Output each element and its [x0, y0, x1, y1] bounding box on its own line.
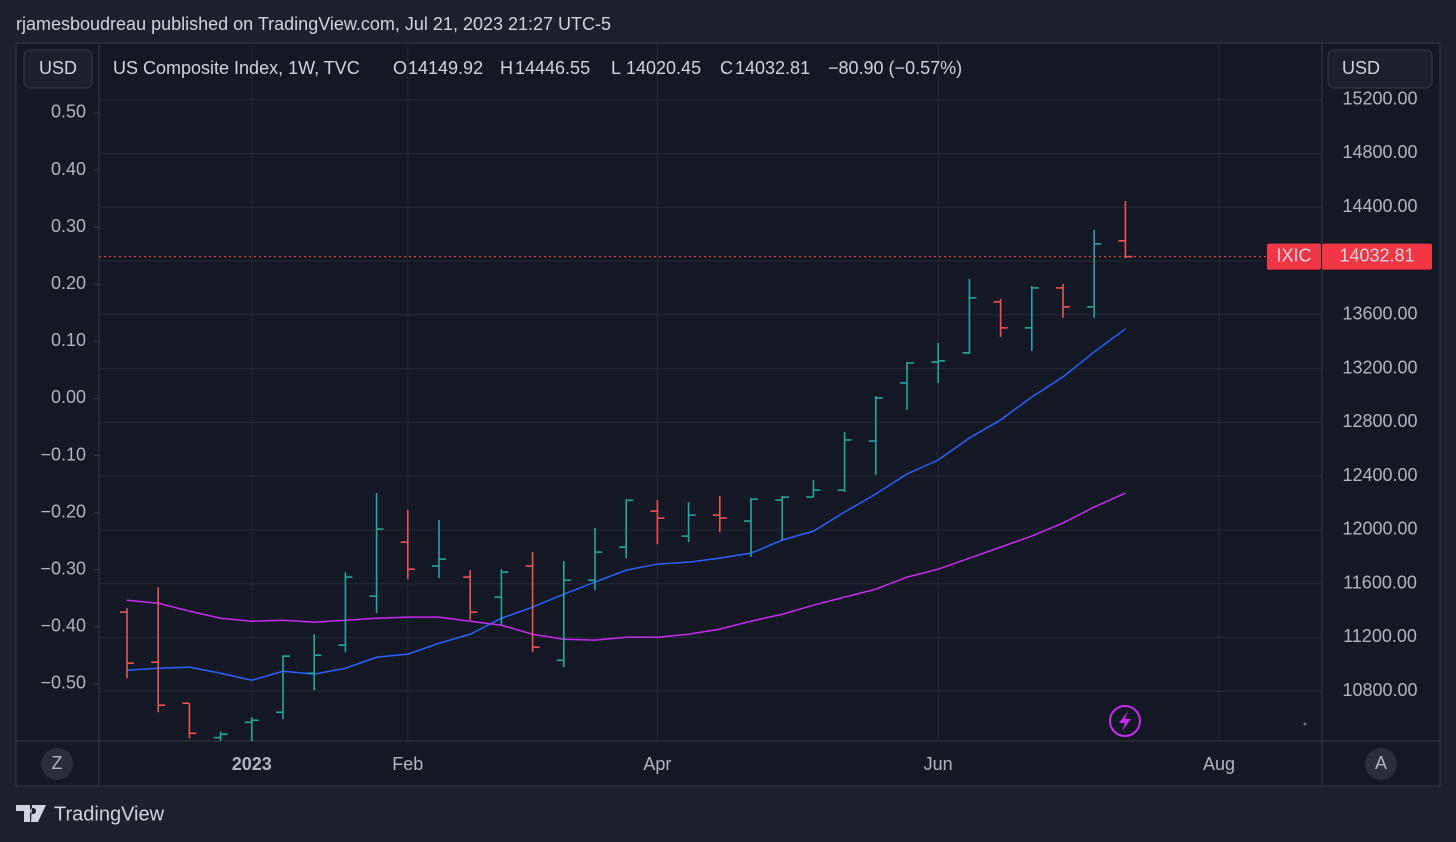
- y-tick-label: 15200.00: [1342, 88, 1417, 108]
- chart-area: [16, 43, 1440, 786]
- ohlc-bar: [1087, 229, 1102, 318]
- y-tick-label: 13200.00: [1342, 357, 1417, 377]
- ohlc-bar: [307, 634, 322, 691]
- currency-button[interactable]: [1327, 49, 1433, 89]
- legend-field-value: 14020.45: [626, 58, 701, 78]
- auto-label[interactable]: A: [1375, 753, 1387, 773]
- legend-field-value: 14149.92: [408, 58, 483, 78]
- y-tick-label: 11200.00: [1343, 626, 1417, 646]
- ohlc-bar: [837, 432, 852, 493]
- y2-tick-label: −0.50: [40, 673, 86, 693]
- legend-field-label: O: [393, 58, 407, 78]
- y-tick-label: 14800.00: [1342, 142, 1417, 162]
- currency-right[interactable]: USD: [1342, 58, 1380, 78]
- price-tag-name: IXIC: [1276, 245, 1311, 265]
- chart-border: [15, 42, 1441, 787]
- y-tick-label: 14400.00: [1342, 196, 1417, 216]
- ohlc-bar: [806, 480, 821, 498]
- grid: [99, 44, 1322, 741]
- ohlc-bar: [556, 561, 571, 668]
- ohlc-bar: [120, 608, 134, 679]
- y-tick-label: 12400.00: [1342, 465, 1417, 485]
- header-text: rjamesboudreau published on TradingView.…: [16, 14, 611, 34]
- ohlc-bar: [1056, 283, 1070, 318]
- ohlc-bar: [1024, 285, 1039, 351]
- ohlc-bar: [463, 570, 478, 621]
- legend-title: US Composite Index, 1W, TVC: [113, 58, 360, 78]
- ohlc-bar: [338, 572, 353, 653]
- y2-tick-label: −0.30: [40, 558, 86, 578]
- legend-change: −80.90 (−0.57%): [828, 58, 962, 78]
- price-value-bg: [1322, 243, 1432, 270]
- dot: [1303, 722, 1307, 726]
- ohlc-bar: [244, 717, 259, 741]
- x-tick-label: Jun: [924, 754, 953, 774]
- ohlc-bar: [1118, 200, 1133, 259]
- y2-tick-label: 0.50: [51, 102, 86, 122]
- ohlc-bar: [432, 520, 446, 579]
- ohlc-bar: [525, 552, 540, 653]
- ohlc-bar: [276, 655, 290, 720]
- price-tag-bg: [1267, 243, 1321, 270]
- legend-field-label: C: [720, 58, 733, 78]
- price-value: 14032.81: [1339, 245, 1414, 265]
- ohlc-bar: [650, 500, 665, 545]
- y2-tick-label: 0.30: [51, 216, 86, 236]
- currency-button[interactable]: [23, 49, 93, 89]
- ohlc-bar: [962, 278, 977, 354]
- x-tick-label: Feb: [392, 754, 423, 774]
- ohlc-bar: [182, 702, 197, 739]
- y-tick-label: 10800.00: [1342, 680, 1417, 700]
- y-tick-label: 12800.00: [1342, 411, 1417, 431]
- y2-tick-label: −0.20: [40, 501, 86, 521]
- y-tick-label: 12000.00: [1342, 519, 1417, 539]
- ohlc-bar: [900, 361, 914, 410]
- ohlc-bar: [868, 396, 883, 476]
- legend-field-value: 14032.81: [735, 58, 810, 78]
- ohlc-bar: [213, 731, 228, 741]
- x-tick-label: Apr: [643, 754, 671, 774]
- y2-tick-label: −0.10: [40, 444, 86, 464]
- ma-line: [126, 492, 1126, 641]
- y2-tick-label: 0.40: [51, 159, 86, 179]
- y2-tick-label: −0.40: [40, 616, 86, 636]
- plot: [120, 200, 1133, 741]
- ohlc-bar: [931, 342, 946, 383]
- legend-field-value: 14446.55: [515, 58, 590, 78]
- logo-text: TradingView: [54, 803, 165, 825]
- ohlc-bar: [744, 498, 758, 558]
- y-tick-label: 11600.00: [1343, 572, 1417, 592]
- ohlc-bar: [681, 502, 696, 543]
- zoom-button[interactable]: [41, 748, 73, 780]
- x-tick-label: 2023: [232, 754, 272, 774]
- legend-field-label: L: [611, 58, 621, 78]
- ohlc-bar: [775, 496, 790, 541]
- currency-left[interactable]: USD: [39, 58, 77, 78]
- auto-button[interactable]: [1365, 748, 1397, 780]
- y-tick-label: 13600.00: [1342, 304, 1417, 324]
- ohlc-bar: [712, 496, 727, 533]
- x-tick-label: Aug: [1203, 754, 1235, 774]
- ohlc-bar: [619, 499, 634, 559]
- zoom-label[interactable]: Z: [52, 753, 63, 773]
- legend-field-label: H: [500, 58, 513, 78]
- alert-bolt: [1119, 711, 1131, 731]
- ohlc-bar: [400, 510, 415, 580]
- ohlc-bar: [494, 569, 509, 626]
- y2-tick-label: 0.20: [51, 273, 86, 293]
- y2-tick-label: 0.00: [51, 387, 86, 407]
- y2-tick-label: 0.10: [51, 330, 86, 350]
- logo-icon: [16, 805, 46, 822]
- ohlc-bar: [993, 298, 1008, 337]
- ma-line: [126, 328, 1126, 682]
- alert-icon[interactable]: [1109, 705, 1141, 737]
- ohlc-bar: [369, 493, 384, 614]
- ohlc-bar: [151, 587, 166, 713]
- ohlc-bar: [588, 528, 602, 591]
